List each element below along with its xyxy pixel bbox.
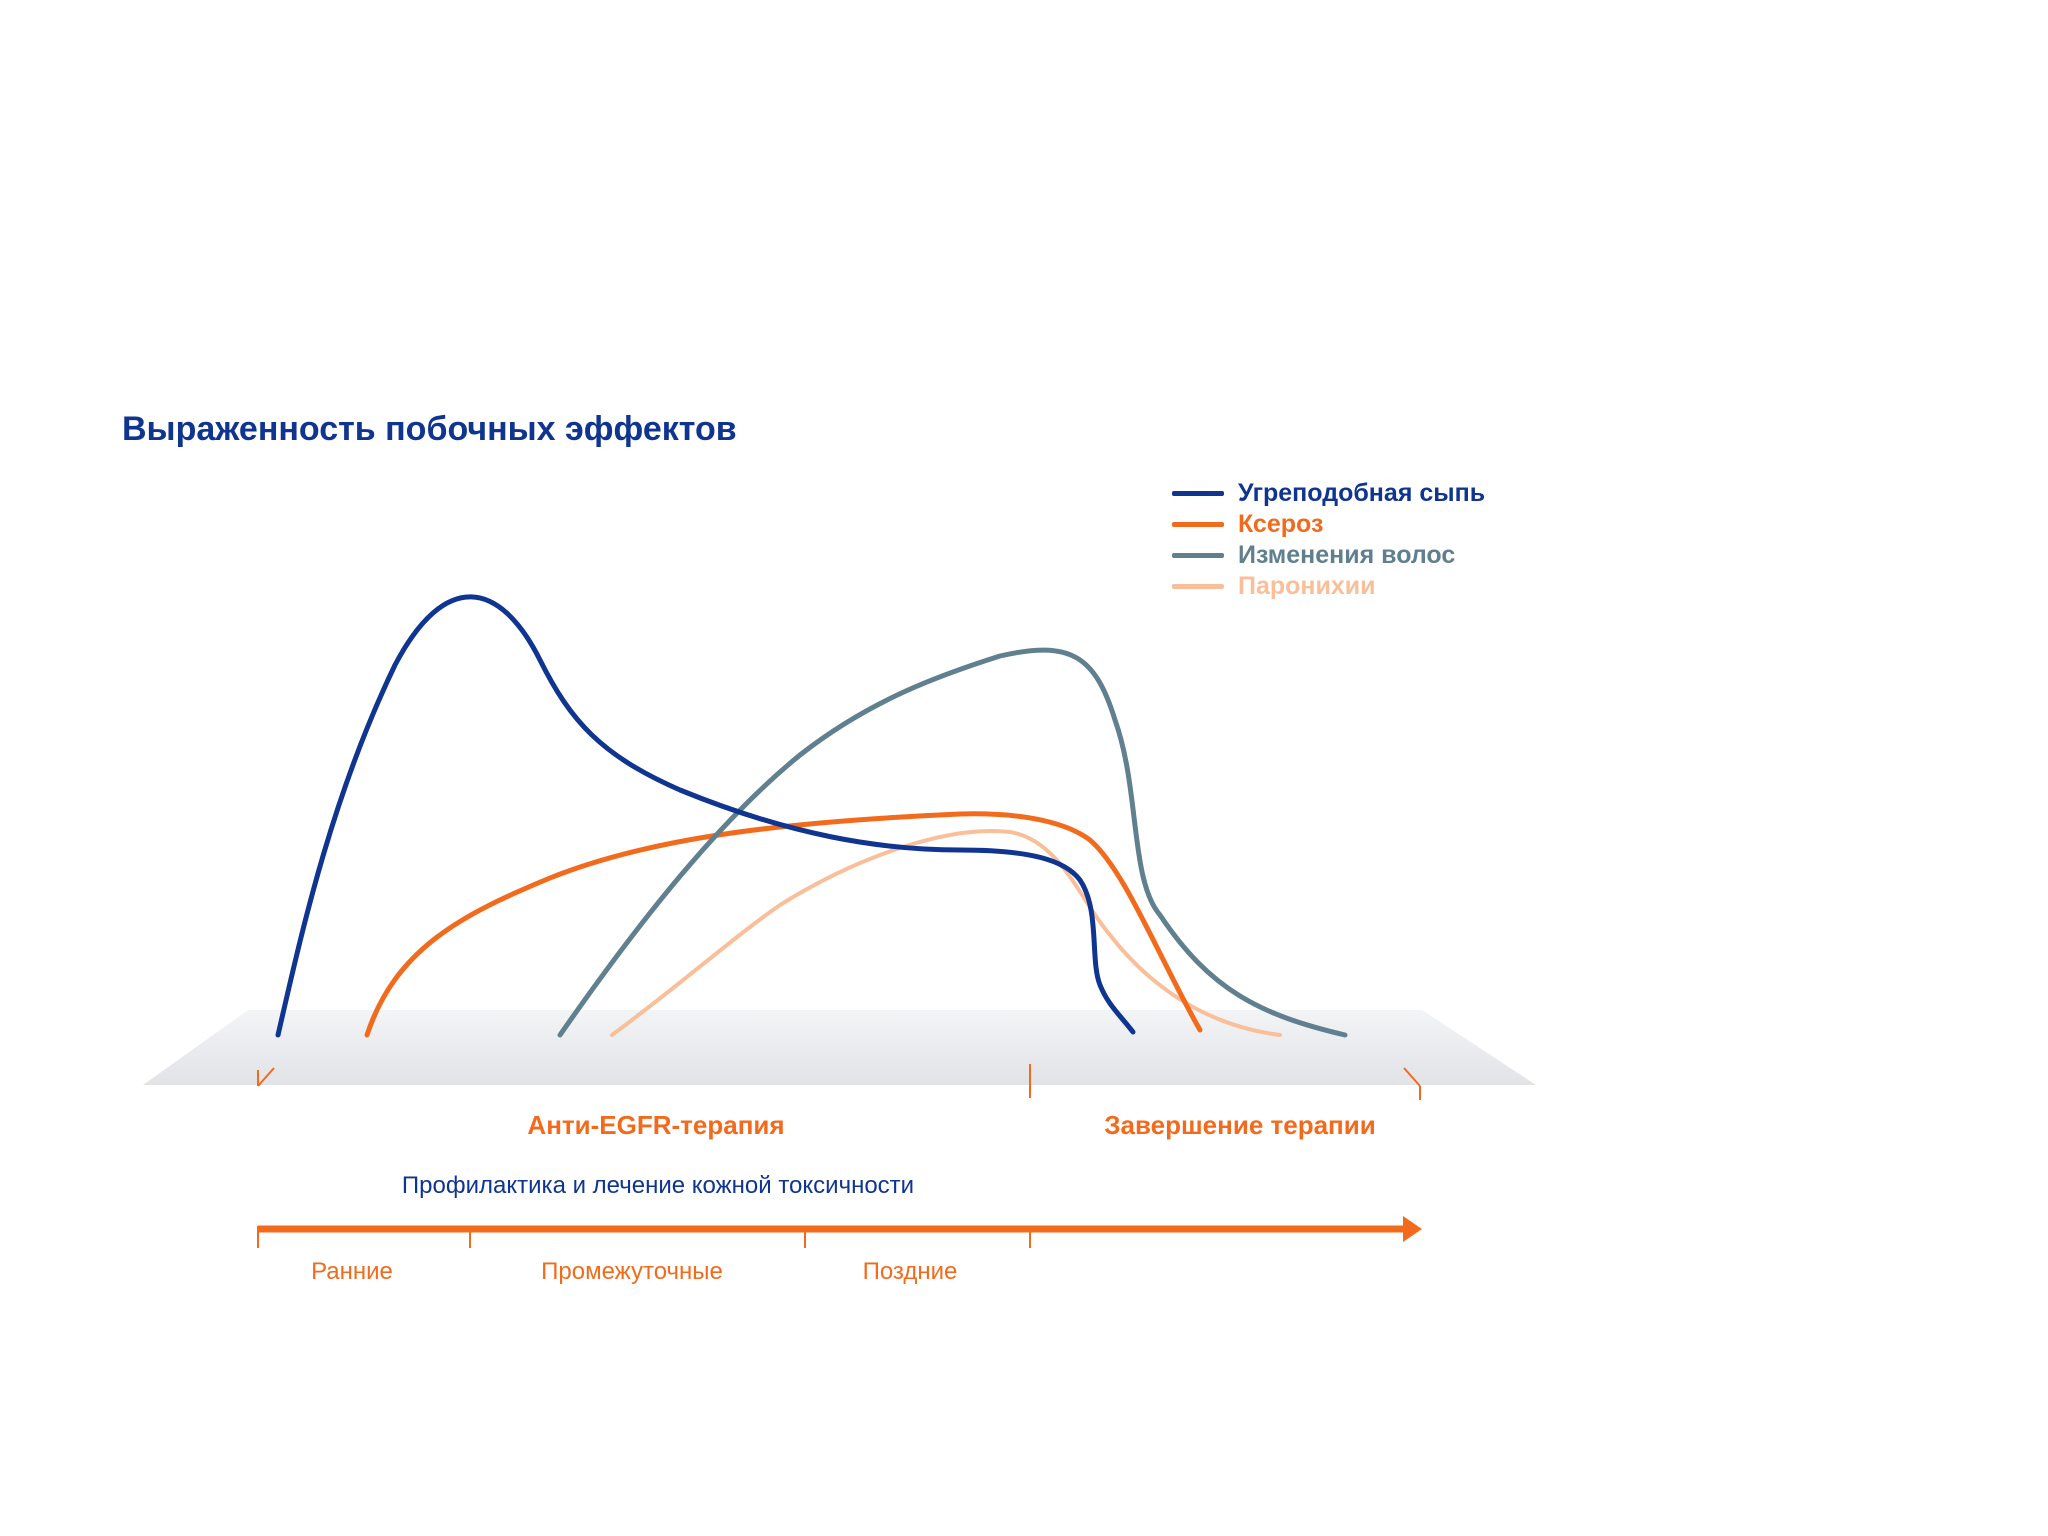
stage-label-intermediate: Промежуточные (541, 1258, 723, 1285)
legend-label-xerosis: Ксероз (1238, 509, 1324, 538)
legend-swatch-paronychia (1172, 583, 1224, 589)
legend-item-acneiform-rash: Угреподобная сыпь (1172, 478, 1485, 508)
legend-label-paronychia: Паронихии (1238, 571, 1376, 600)
legend-swatch-xerosis (1172, 521, 1224, 527)
phase-label-therapy: Анти-EGFR-терапия (527, 1110, 785, 1140)
curve-paronychia (610, 829, 1282, 1037)
stage-label-late: Поздние (862, 1258, 958, 1285)
legend-item-hair-changes: Изменения волос (1172, 540, 1455, 570)
completion-end-bracket (1403, 1067, 1421, 1087)
chart-title: Выраженность побочных эффектов (122, 410, 737, 448)
legend-label-hair-changes: Изменения волос (1238, 540, 1456, 569)
legend-swatch-hair-changes (1172, 552, 1224, 558)
curve-xerosis (364, 811, 1203, 1038)
timeline-platform (143, 1010, 1536, 1085)
legend-item-paronychia: Паронихии (1172, 571, 1376, 601)
therapy-start-bracket (257, 1067, 275, 1087)
curve-acneiform-rash (275, 594, 1136, 1038)
treatment-track-arrowhead (1403, 1216, 1422, 1242)
treatment-track-label: Профилактика и лечение кожной токсичност… (401, 1172, 915, 1199)
legend-item-xerosis: Ксероз (1172, 509, 1323, 539)
phase-label-completion: Завершение терапии (1104, 1110, 1376, 1140)
curve-hair-changes (557, 647, 1348, 1038)
legend-label-acneiform-rash: Угреподобная сыпь (1238, 478, 1486, 507)
stage-label-early: Ранние (311, 1258, 393, 1285)
legend-swatch-acneiform-rash (1172, 490, 1224, 496)
